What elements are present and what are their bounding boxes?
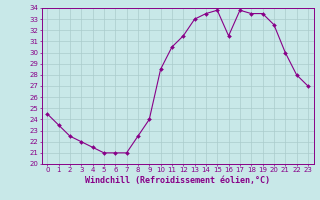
X-axis label: Windchill (Refroidissement éolien,°C): Windchill (Refroidissement éolien,°C) — [85, 176, 270, 185]
